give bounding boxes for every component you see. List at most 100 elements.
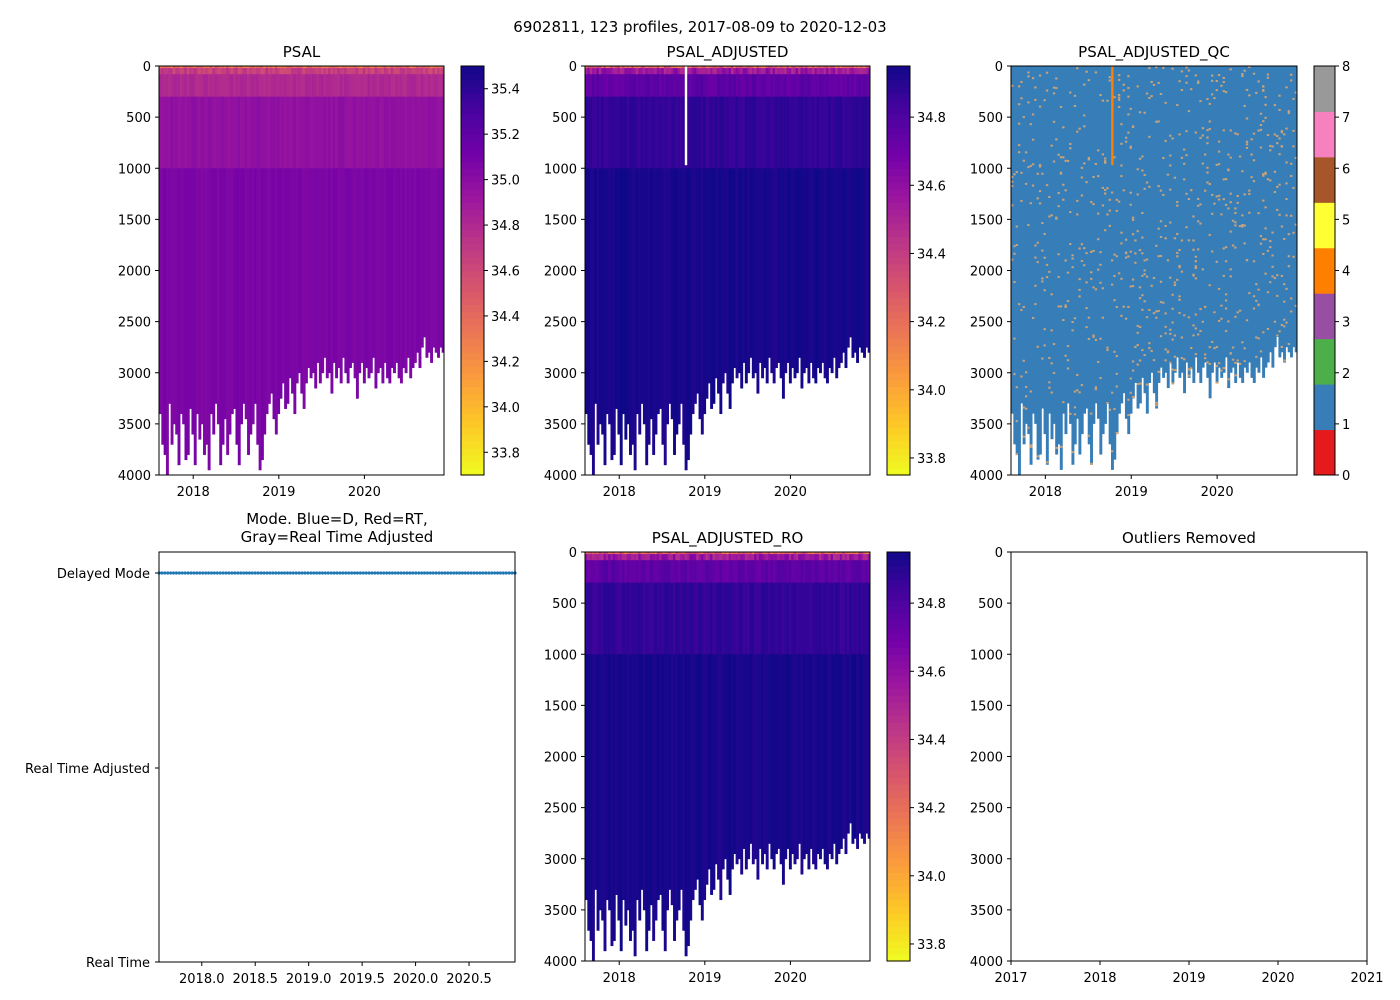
heatmap-cell (677, 74, 681, 98)
heatmap-cell (844, 74, 848, 98)
heatmap-cell (591, 654, 595, 961)
qc-flag-3 (1066, 159, 1070, 162)
heatmap-cell (853, 66, 857, 69)
heatmap-cell (691, 554, 695, 561)
heatmap-cell (223, 68, 227, 75)
heatmap-cell (182, 168, 186, 425)
mode-point (385, 571, 389, 575)
heatmap-cell (170, 66, 174, 69)
qc-flag-3 (1227, 168, 1231, 171)
qc-flag-3 (1052, 86, 1056, 89)
heatmap-cell (712, 68, 716, 75)
qc-flag-3 (1099, 94, 1103, 97)
heatmap-cell (710, 582, 714, 655)
heatmap-cell (770, 552, 774, 555)
colorbar-tick-label: 34.8 (917, 597, 946, 612)
colorbar-segment (887, 654, 910, 662)
colorbar-segment (461, 250, 484, 258)
heatmap-cell (235, 168, 239, 445)
qc-flag-3 (1213, 97, 1217, 100)
heatmap-cell (830, 168, 834, 374)
heatmap-cell (791, 68, 795, 75)
qc-flag-3 (1157, 255, 1161, 258)
qc-flag-3 (1285, 287, 1289, 290)
heatmap-cell (758, 552, 762, 555)
qc-flag-3 (1266, 73, 1270, 76)
heatmap-cell (844, 168, 848, 369)
heatmap-cell (837, 96, 841, 169)
heatmap-cell (596, 74, 600, 98)
heatmap-cell (714, 554, 718, 561)
heatmap-cell (626, 560, 630, 584)
heatmap-cell (358, 96, 362, 169)
heatmap-cell (612, 552, 616, 555)
qc-flag-3 (1169, 134, 1173, 137)
heatmap-cell (680, 552, 683, 555)
colorbar-segment (461, 209, 484, 217)
heatmap-cell (714, 66, 718, 69)
heatmap-cell (673, 74, 676, 98)
heatmap-cell (321, 168, 325, 374)
heatmap-cell (691, 582, 695, 655)
heatmap-cell (416, 68, 420, 75)
heatmap-cell (763, 66, 767, 69)
heatmap-cell (659, 68, 663, 75)
qc-flag-3 (1164, 325, 1168, 328)
heatmap-cell (737, 654, 741, 860)
heatmap-cell (761, 66, 765, 69)
heatmap-cell (631, 66, 635, 69)
heatmap-cell (781, 554, 785, 561)
heatmap-cells (159, 66, 444, 475)
heatmap-cell (344, 96, 348, 169)
heatmap-cell (733, 66, 737, 69)
heatmap-cell (666, 654, 670, 911)
heatmap-cell (170, 74, 174, 98)
qc-flag-3 (1011, 258, 1014, 261)
heatmap-cell (198, 168, 202, 440)
colorbar-segment (887, 695, 910, 703)
heatmap-cell (596, 560, 600, 584)
y-tick-label: 1500 (118, 213, 151, 228)
heatmap-cell (626, 168, 630, 425)
qc-flag-3 (1185, 75, 1189, 78)
qc-flag-3 (1194, 277, 1198, 280)
mode-point (402, 571, 406, 575)
heatmap-cell (300, 66, 304, 69)
heatmap-cell (610, 654, 614, 947)
qc-flag-3 (1057, 275, 1061, 278)
heatmap-cell (165, 96, 169, 169)
heatmap-cell (805, 554, 809, 561)
y-tick-label: 2000 (970, 751, 1003, 766)
heatmap-cell (798, 560, 802, 584)
heatmap-cell (587, 552, 591, 555)
heatmap-cell (742, 654, 746, 849)
heatmap-cell (647, 68, 651, 75)
heatmap-cell (603, 96, 607, 169)
heatmap-cell (318, 68, 322, 75)
x-tick-label: 2019 (262, 485, 295, 500)
colorbar-segment (461, 365, 484, 374)
heatmap-cell (603, 560, 607, 584)
qc-flag-3 (1271, 265, 1275, 268)
heatmap-cell (793, 66, 797, 69)
heatmap-cell (587, 74, 591, 98)
qc-flag-3 (1101, 99, 1105, 102)
heatmap-cell (858, 168, 862, 348)
heatmap-cell (635, 582, 639, 655)
colorbar-segment (461, 345, 484, 353)
mode-point (277, 571, 281, 575)
heatmap-cell (705, 66, 709, 69)
qc-flag-3 (1271, 145, 1275, 148)
heatmap-cell (680, 66, 683, 69)
qc-flag-3 (1252, 132, 1256, 135)
heatmap-cell (353, 74, 357, 98)
heatmap-cell (682, 74, 686, 98)
heatmap-cell (323, 66, 327, 69)
heatmap-cell (598, 68, 602, 75)
heatmap-cell (617, 554, 621, 561)
heatmap-cell (747, 552, 751, 555)
qc-flag-3 (1269, 149, 1273, 152)
heatmap-cell (747, 96, 751, 169)
colorbar-segment (461, 127, 484, 135)
heatmap-cell (863, 66, 866, 69)
